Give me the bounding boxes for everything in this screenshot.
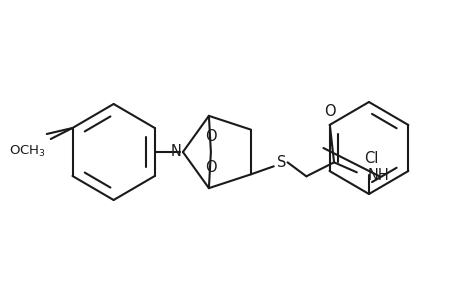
Text: S: S [276, 155, 285, 170]
Text: O: O [205, 160, 216, 175]
Text: O: O [205, 129, 216, 144]
Text: NH: NH [367, 168, 389, 183]
Text: O: O [324, 104, 335, 119]
Text: OCH$_3$: OCH$_3$ [9, 144, 46, 159]
Text: Cl: Cl [363, 151, 377, 166]
Text: N: N [171, 145, 181, 160]
